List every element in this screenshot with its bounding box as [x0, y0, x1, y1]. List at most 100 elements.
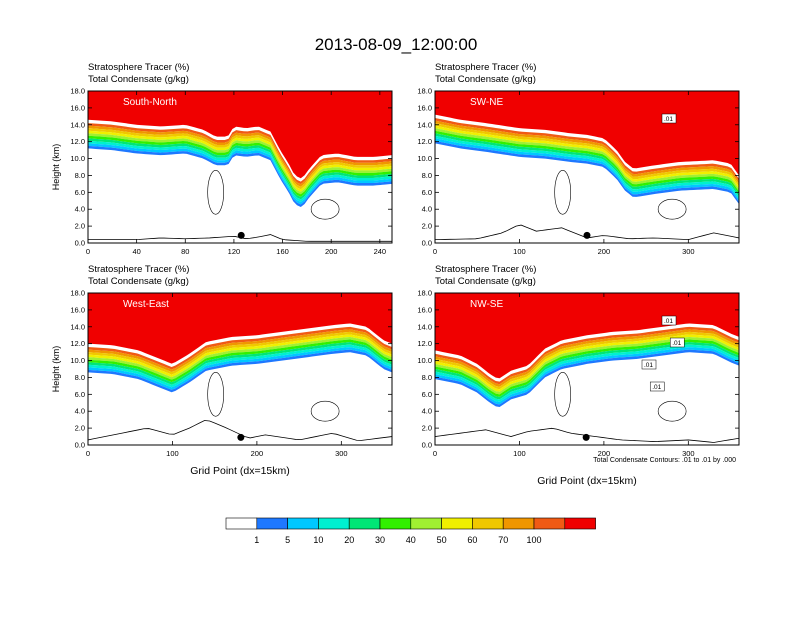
tracer-band-10 [435, 140, 739, 205]
y-tick-label: 12.0 [70, 137, 85, 146]
plot-area: .01 [435, 91, 739, 243]
colorbar-swatch [348, 517, 381, 530]
condensate-contour [657, 198, 687, 220]
y-tick-label: 18.0 [70, 289, 85, 298]
y-axis-label: Height (km) [51, 346, 61, 393]
panel-label: NW-SE [470, 299, 503, 310]
y-tick-label: 16.0 [417, 103, 432, 112]
x-tick-label: 300 [682, 247, 695, 256]
y-tick-label: 6.0 [422, 390, 432, 399]
y-tick-label: 16.0 [417, 305, 432, 314]
colorbar-swatch [225, 517, 258, 530]
contour-label-box [641, 359, 657, 370]
tracer-band-1 [435, 118, 739, 182]
y-tick-label: 0.0 [75, 239, 85, 248]
tracer-band-5 [88, 336, 392, 380]
plot-area: .01 .01 .01 .01 [435, 293, 739, 445]
tracer-band-10 [88, 349, 392, 393]
y-tick-label: 10.0 [417, 356, 432, 365]
panel-header-condensate: Total Condensate (g/kg) [435, 74, 536, 85]
colorbar-swatch [256, 517, 288, 530]
tracer-band-2 [435, 120, 739, 184]
y-tick-label: 14.0 [70, 120, 85, 129]
x-tick-label: 300 [335, 449, 348, 458]
tracer-band-8 [435, 135, 739, 200]
plot-area [88, 293, 392, 445]
tracer-band-9 [435, 138, 739, 202]
panel-nw-se: .01 .01 .01 .01 NW-SE Stratosphere Tracer (%)… [417, 264, 740, 487]
panels: South-North Stratosphere Tracer (%) Total … [51, 62, 740, 487]
colorbar: 1 5 10 20 30 40 50 60 70 100 [225, 517, 596, 545]
tracer-band-7 [88, 342, 392, 385]
plot-frame [434, 90, 740, 244]
colorbar-swatch [564, 517, 596, 530]
x-tick-label: 0 [86, 449, 90, 458]
y-tick-label: 6.0 [75, 188, 85, 197]
colorbar-swatch [410, 517, 442, 530]
colorbar-label: 100 [526, 535, 541, 545]
contour-label: .01 [664, 318, 673, 325]
contour-label: .01 [664, 116, 673, 123]
x-tick-label: 0 [433, 247, 437, 256]
y-tick-label: 8.0 [422, 171, 432, 180]
x-tick-label: 80 [181, 247, 189, 256]
y-tick-label: 10.0 [70, 154, 85, 163]
colorbar-swatch [379, 517, 412, 530]
contour-footnote: Total Condensate Contours: .01 to .01 by… [593, 457, 736, 464]
tracer-band-7 [435, 133, 739, 197]
condensate-contour [554, 372, 571, 417]
y-tick-label: 8.0 [75, 171, 85, 180]
colorbar-label: 10 [313, 535, 323, 545]
x-tick-label: 240 [374, 247, 387, 256]
y-tick-label: 0.0 [422, 239, 432, 248]
tracer-band-0 [88, 293, 392, 364]
y-tick-label: 14.0 [70, 322, 85, 331]
y-tick-label: 18.0 [417, 289, 432, 298]
tracer-band-0 [435, 293, 739, 379]
colorbar-swatch [287, 517, 319, 530]
colorbar-label: 70 [498, 535, 508, 545]
colorbar-label: 60 [467, 535, 477, 545]
y-tick-label: 10.0 [70, 356, 85, 365]
y-tick-label: 2.0 [422, 222, 432, 231]
panel-label: West-East [123, 299, 169, 310]
y-tick-label: 2.0 [422, 424, 432, 433]
y-tick-label: 12.0 [417, 339, 432, 348]
y-tick-label: 8.0 [75, 373, 85, 382]
panel-label: SW-NE [470, 97, 503, 108]
location-marker [237, 231, 245, 239]
x-tick-label: 200 [598, 247, 611, 256]
y-tick-label: 4.0 [75, 205, 85, 214]
tracer-band-4 [88, 334, 392, 378]
tracer-band-5 [435, 128, 739, 192]
panel-label: South-North [123, 97, 177, 108]
tracer-band-4 [435, 125, 739, 189]
colorbar-swatch [441, 517, 473, 530]
contour-label-box [661, 113, 677, 124]
location-marker [583, 231, 591, 239]
panel-sw-ne: .01 SW-NE Stratosphere Tracer (%)Total Con… [417, 62, 740, 256]
contour-label-box [649, 381, 665, 392]
colorbar-label: 5 [285, 535, 290, 545]
panel-south-north: South-North Stratosphere Tracer (%)Total … [51, 62, 393, 256]
x-tick-label: 200 [325, 247, 338, 256]
y-tick-label: 0.0 [422, 441, 432, 450]
location-marker [582, 433, 590, 441]
y-tick-label: 14.0 [417, 322, 432, 331]
location-marker [237, 433, 245, 441]
y-tick-label: 4.0 [75, 407, 85, 416]
panel-header-tracer: Stratosphere Tracer (%) [435, 264, 536, 275]
panel-header-condensate: Total Condensate (g/kg) [88, 276, 189, 287]
x-tick-label: 200 [598, 449, 611, 458]
y-tick-label: 8.0 [422, 373, 432, 382]
contour-label: .01 [652, 384, 661, 391]
y-tick-label: 10.0 [417, 154, 432, 163]
x-tick-label: 40 [132, 247, 140, 256]
contour-label: .01 [644, 362, 653, 369]
plot-frame [87, 90, 393, 244]
x-tick-label: 100 [513, 247, 526, 256]
colorbar-label: 20 [344, 535, 354, 545]
y-tick-label: 6.0 [75, 390, 85, 399]
x-tick-label: 120 [228, 247, 241, 256]
